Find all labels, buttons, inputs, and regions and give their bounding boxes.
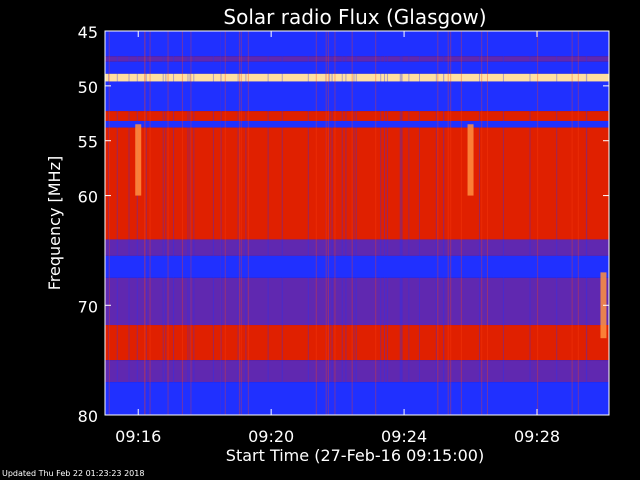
x-tick-label: 09:20 xyxy=(248,427,294,446)
frequency-band xyxy=(105,120,609,128)
x-axis: 09:16 09:20 09:24 09:28 xyxy=(115,31,560,446)
frequency-band xyxy=(105,56,609,62)
frequency-band xyxy=(105,73,609,82)
frequency-band xyxy=(105,277,609,326)
burst-mark xyxy=(467,124,474,196)
chart-title: Solar radio Flux (Glasgow) xyxy=(223,5,486,29)
frequency-band xyxy=(105,360,609,383)
x-tick-label: 09:24 xyxy=(381,427,427,446)
y-tick-label: 80 xyxy=(78,407,98,426)
spectrogram-texture xyxy=(108,31,588,415)
frequency-band xyxy=(105,111,609,121)
burst-mark xyxy=(135,124,142,196)
x-axis-label: Start Time (27-Feb-16 09:15:00) xyxy=(226,446,484,465)
frequency-band xyxy=(105,325,609,361)
x-tick-label: 09:16 xyxy=(115,427,161,446)
frequency-band xyxy=(105,31,609,57)
y-axis-label: Frequency [MHz] xyxy=(45,156,64,290)
heatmap-area xyxy=(105,31,609,415)
x-tick-label: 09:28 xyxy=(514,427,560,446)
y-axis: 45 50 55 60 70 80 xyxy=(78,23,609,426)
frequency-band xyxy=(105,255,609,278)
y-tick-label: 50 xyxy=(78,78,98,97)
plot-frame xyxy=(104,30,610,416)
frequency-band xyxy=(105,382,609,415)
y-tick-label: 60 xyxy=(78,188,98,207)
y-tick-label: 70 xyxy=(78,297,98,316)
y-tick-label: 55 xyxy=(78,133,98,152)
updated-timestamp: Updated Thu Feb 22 01:23:23 2018 xyxy=(2,469,145,478)
frequency-band xyxy=(105,61,609,74)
y-tick-label: 45 xyxy=(78,23,98,42)
frequency-band xyxy=(105,81,609,112)
frequency-band xyxy=(105,127,609,240)
frequency-band xyxy=(105,239,609,256)
